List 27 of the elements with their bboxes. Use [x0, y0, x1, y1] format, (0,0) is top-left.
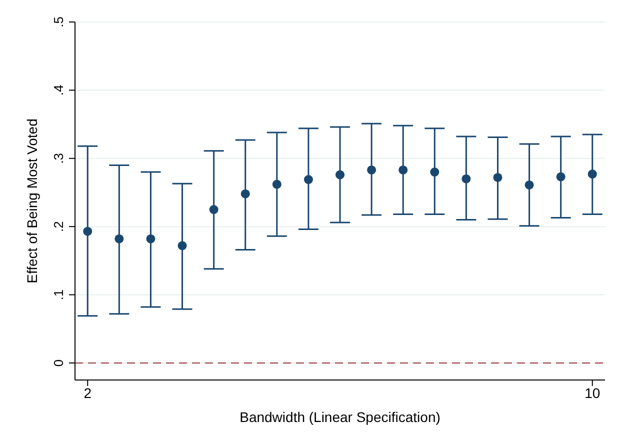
point: [83, 226, 92, 236]
point: [335, 170, 345, 180]
point: [493, 172, 502, 182]
x-tick-label: 10: [584, 384, 600, 401]
y-tick-label: .2: [51, 221, 66, 232]
point: [556, 172, 566, 182]
point: [178, 241, 187, 250]
point: [462, 174, 471, 184]
point: [114, 234, 124, 244]
point: [240, 189, 250, 198]
point: [146, 234, 156, 244]
y-tick-label: .3: [51, 152, 66, 164]
point: [209, 205, 218, 214]
point: [304, 175, 313, 184]
point: [272, 180, 282, 189]
point: [430, 168, 440, 177]
point: [367, 165, 376, 174]
point: [398, 165, 408, 174]
point: [524, 180, 534, 190]
x-tick-label: 2: [84, 384, 92, 401]
y-axis-title: Effect of Being Most Voted: [24, 118, 40, 284]
y-tick-label: .5: [51, 16, 66, 28]
y-tick-label: 0: [51, 359, 66, 367]
y-tick-label: .1: [51, 289, 66, 300]
point: [588, 170, 597, 179]
x-axis-title: Bandwidth (Linear Specification): [240, 409, 440, 425]
y-tick-label: .4: [51, 84, 66, 96]
